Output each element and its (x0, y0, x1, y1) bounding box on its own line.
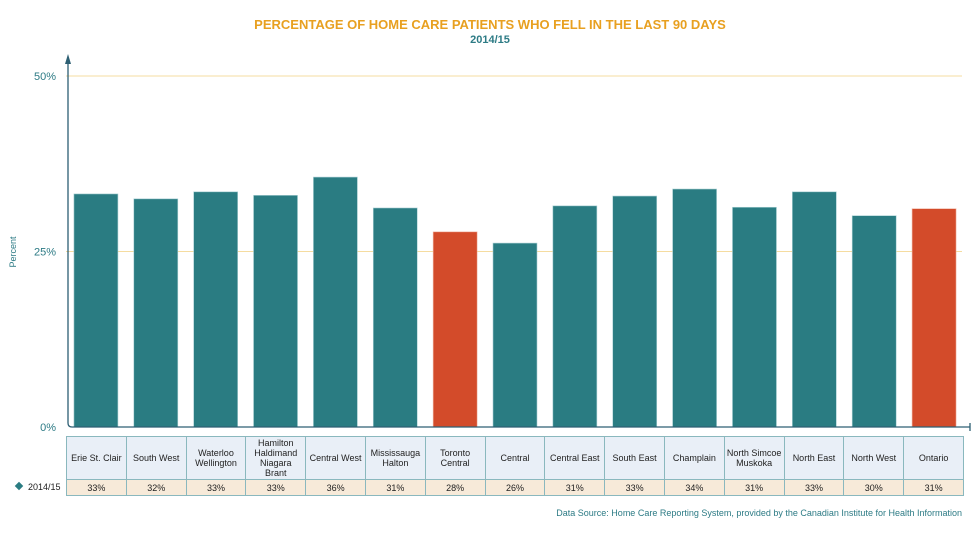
data-table: Erie St. Clair South West Waterloo Wellingt… (66, 436, 964, 496)
category-label: North West (843, 436, 905, 480)
data-label: 26% (484, 479, 546, 496)
chart-title: PERCENTAGE OF HOME CARE PATIENTS WHO FEL… (254, 17, 726, 32)
category-label-line: Muskoka (736, 458, 773, 468)
category-label-line: Wellington (195, 458, 237, 468)
category-label-line: Toronto (440, 448, 471, 458)
category-label-line: Erie St. Clair (71, 453, 122, 463)
data-label: 32% (125, 479, 187, 496)
y-tick-label: 50% (34, 71, 56, 83)
category-label: Erie St. Clair (66, 436, 127, 480)
category-label: Champlain (663, 436, 725, 480)
data-label: 28% (424, 479, 486, 496)
y-axis-arrow-icon (65, 54, 71, 64)
category-label-line: Halton (382, 458, 409, 468)
category-label-line: Niagara (260, 458, 292, 468)
bar (73, 193, 119, 428)
data-label: 34% (663, 479, 725, 496)
category-label-line: North Simcoe (726, 448, 782, 458)
bar (492, 242, 538, 428)
bar (732, 206, 777, 428)
data-table-value-row: 33% 32% 33% 33% 36% 31% 28% 26% 31% 33% 34% 31% 33% 3… (66, 479, 964, 496)
data-label: 36% (305, 479, 366, 496)
category-label: North Simcoe Muskoka (723, 436, 785, 480)
category-label-line: Central East (550, 453, 600, 463)
category-label: Waterloo Wellington (185, 436, 247, 480)
category-label-line: Central West (309, 453, 362, 463)
category-label: South West (125, 436, 187, 480)
data-label: 31% (723, 479, 785, 496)
bar (552, 205, 598, 428)
data-label: 33% (66, 479, 127, 496)
bar (851, 215, 897, 428)
bar (313, 176, 358, 428)
category-label-line: North West (851, 453, 897, 463)
data-label: 31% (544, 479, 606, 496)
data-label: 33% (245, 479, 307, 496)
bar (792, 191, 837, 428)
bar (193, 191, 238, 428)
data-label: 33% (783, 479, 845, 496)
category-label-line: Haldimand (254, 448, 298, 458)
series-name: 2014/15 (28, 482, 61, 492)
category-label: Central East (544, 436, 606, 480)
category-label-line: Waterloo (198, 448, 234, 458)
data-source: Data Source: Home Care Reporting System,… (556, 508, 962, 518)
axis-lines (67, 62, 970, 428)
bar (133, 198, 179, 428)
data-table-header-row: Erie St. Clair South West Waterloo Wellingt… (66, 436, 964, 480)
diamond-icon (14, 481, 24, 491)
category-label-line: South East (612, 453, 657, 463)
data-label: 30% (843, 479, 905, 496)
category-label-line: Central (500, 453, 530, 463)
category-label: Mississauga Halton (364, 436, 426, 480)
category-label: Central (484, 436, 546, 480)
category-label-line: Mississauga (370, 448, 421, 458)
category-label: North East (783, 436, 845, 480)
y-tick-label: 25% (34, 247, 56, 259)
data-label: 33% (185, 479, 247, 496)
chart-subtitle: 2014/15 (470, 34, 510, 46)
data-label: 31% (364, 479, 426, 496)
bar (911, 208, 957, 428)
y-axis-label: Percent (8, 236, 18, 268)
bar (612, 195, 658, 428)
data-label: 33% (604, 479, 665, 496)
category-label-line: Ontario (918, 453, 949, 463)
category-label: Hamilton Haldimand Niagara Brant (245, 436, 307, 480)
category-label-line: Champlain (672, 453, 716, 463)
category-label: Toronto Central (424, 436, 486, 480)
bar (672, 188, 717, 428)
category-label: South East (604, 436, 665, 480)
series-legend: 2014/15 (14, 481, 61, 492)
category-label: Ontario (903, 436, 964, 480)
bar (253, 195, 298, 428)
bar (372, 207, 418, 428)
bar-chart: 0% 25% 50% Percent (8, 54, 971, 434)
category-label: Central West (305, 436, 366, 480)
category-label-line: North East (792, 453, 836, 463)
bar (432, 231, 478, 428)
y-tick-label: 0% (40, 422, 56, 434)
category-label-line: Central (440, 458, 470, 468)
category-label-line: Hamilton (258, 438, 294, 448)
data-label: 31% (903, 479, 964, 496)
category-label-line: Brant (265, 468, 287, 478)
category-label-line: South West (133, 453, 180, 463)
